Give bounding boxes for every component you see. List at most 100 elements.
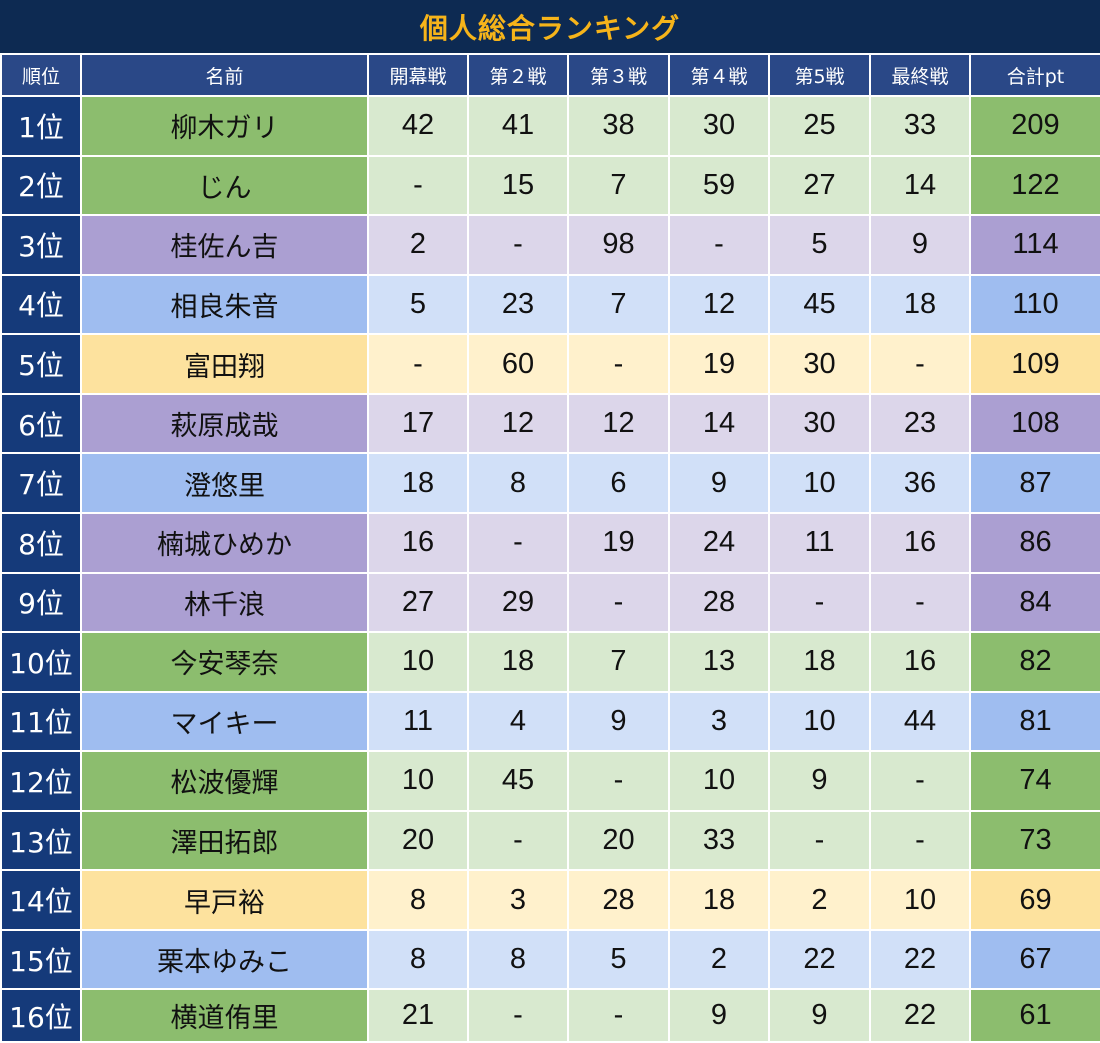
score-cell-round-3: 5 (567, 928, 670, 991)
table-row: 6位 萩原成哉 17 12 12 14 30 23 108 (0, 392, 1100, 455)
total-points-cell: 82 (969, 631, 1100, 693)
score-cell-round-2: 41 (467, 95, 569, 157)
score-cell-round-5: 30 (768, 392, 871, 455)
rank-cell: 11位 (0, 690, 82, 753)
table-row: 11位 マイキー 11 4 9 3 10 44 81 (0, 690, 1100, 753)
table-row: 3位 桂佐ん吉 2-98-5 9 114 (0, 214, 1100, 276)
score-cell-round-3: 7 (567, 631, 670, 693)
rank-cell: 8位 (0, 511, 82, 574)
score-cell-round-6: - (869, 571, 971, 634)
rank-cell: 5位 (0, 333, 82, 395)
score-cell-round-3: 6 (567, 452, 670, 514)
score-cell-round-2: 4 (467, 690, 569, 753)
score-cell-round-2: 8 (467, 452, 569, 514)
score-cell-round-1: 21 (367, 988, 469, 1043)
score-cell-round-2: 45 (467, 750, 569, 812)
player-name-cell: 澤田拓郎 (80, 809, 369, 872)
score-cell-round-3: 9 (567, 690, 670, 753)
rank-cell: 7位 (0, 452, 82, 514)
total-points-cell: 110 (969, 273, 1100, 336)
column-header-total: 合計pt (969, 53, 1100, 97)
column-header-final: 最終戦 (869, 53, 971, 97)
score-cell-round-3: 98 (567, 214, 670, 276)
score-cell-round-4: 59 (668, 154, 770, 217)
column-header-round-4: 第４戦 (668, 53, 770, 97)
score-cell-round-5: 11 (768, 511, 871, 574)
score-cell-round-3: 28 (567, 869, 670, 931)
score-cell-round-2: - (467, 988, 569, 1043)
score-cell-round-2: - (467, 809, 569, 872)
score-cell-round-3: 19 (567, 511, 670, 574)
ranking-table: 順位 名前 開幕戦 第２戦 第３戦 第４戦 第5戦 最終戦 合計pt 1位 柳木ガ… (0, 53, 1100, 1043)
total-points-cell: 73 (969, 809, 1100, 872)
player-name-cell: じん (80, 154, 369, 217)
page-title: 個人総合ランキング (0, 0, 1100, 53)
score-cell-round-5: - (768, 571, 871, 634)
table-row: 8位 楠城ひめか 16-19 24 11 16 86 (0, 511, 1100, 574)
score-cell-round-5: 2 (768, 869, 871, 931)
score-cell-round-6: 16 (869, 511, 971, 574)
rank-cell: 14位 (0, 869, 82, 931)
table-row: 14位 早戸裕 8 3 28 18 2 10 69 (0, 869, 1100, 931)
score-cell-round-5: 30 (768, 333, 871, 395)
score-cell-round-4: 9 (668, 988, 770, 1043)
score-cell-round-1: 8 (367, 869, 469, 931)
score-cell-round-3: - (567, 571, 670, 634)
score-cell-round-2: 60 (467, 333, 569, 395)
score-cell-round-3: 20 (567, 809, 670, 872)
table-row: 2位 じん -15 7 59 27 14 122 (0, 154, 1100, 217)
score-cell-round-1: - (367, 333, 469, 395)
score-cell-round-4: 30 (668, 95, 770, 157)
score-cell-round-4: - (668, 214, 770, 276)
table-row: 10位 今安琴奈 10 18 7 13 18 16 82 (0, 631, 1100, 693)
score-cell-round-5: 5 (768, 214, 871, 276)
column-header-name: 名前 (80, 53, 369, 97)
score-cell-round-6: 36 (869, 452, 971, 514)
player-name-cell: 萩原成哉 (80, 392, 369, 455)
table-row: 7位 澄悠里 18 8 6 9 10 36 87 (0, 452, 1100, 514)
score-cell-round-4: 24 (668, 511, 770, 574)
score-cell-round-5: 18 (768, 631, 871, 693)
score-cell-round-2: 8 (467, 928, 569, 991)
score-cell-round-1: 27 (367, 571, 469, 634)
score-cell-round-4: 33 (668, 809, 770, 872)
score-cell-round-6: 22 (869, 928, 971, 991)
table-row: 4位 相良朱音 5 23 7 12 45 18 110 (0, 273, 1100, 336)
score-cell-round-1: 16 (367, 511, 469, 574)
column-header-round-3: 第３戦 (567, 53, 670, 97)
rank-cell: 12位 (0, 750, 82, 812)
score-cell-round-5: 27 (768, 154, 871, 217)
score-cell-round-1: 42 (367, 95, 469, 157)
score-cell-round-2: 23 (467, 273, 569, 336)
score-cell-round-6: 16 (869, 631, 971, 693)
score-cell-round-4: 13 (668, 631, 770, 693)
score-cell-round-6: 10 (869, 869, 971, 931)
table-row: 9位 林千浪 27 29-28- -84 (0, 571, 1100, 634)
ranking-body: 1位 柳木ガリ 42 41 38 30 25 33 209 2位 じん -15 7 59 27 14 122 3位… (0, 95, 1100, 1043)
rank-cell: 15位 (0, 928, 82, 991)
table-header-row: 順位 名前 開幕戦 第２戦 第３戦 第４戦 第5戦 最終戦 合計pt (0, 53, 1100, 97)
player-name-cell: 相良朱音 (80, 273, 369, 336)
score-cell-round-3: 12 (567, 392, 670, 455)
score-cell-round-1: 11 (367, 690, 469, 753)
score-cell-round-6: - (869, 809, 971, 872)
score-cell-round-4: 2 (668, 928, 770, 991)
score-cell-round-2: 29 (467, 571, 569, 634)
total-points-cell: 81 (969, 690, 1100, 753)
score-cell-round-3: 7 (567, 154, 670, 217)
total-points-cell: 109 (969, 333, 1100, 395)
score-cell-round-4: 14 (668, 392, 770, 455)
total-points-cell: 209 (969, 95, 1100, 157)
total-points-cell: 87 (969, 452, 1100, 514)
total-points-cell: 67 (969, 928, 1100, 991)
rank-cell: 16位 (0, 988, 82, 1043)
player-name-cell: マイキー (80, 690, 369, 753)
score-cell-round-2: 12 (467, 392, 569, 455)
score-cell-round-3: - (567, 988, 670, 1043)
column-header-round-1: 開幕戦 (367, 53, 469, 97)
player-name-cell: 早戸裕 (80, 869, 369, 931)
score-cell-round-1: - (367, 154, 469, 217)
player-name-cell: 横道侑里 (80, 988, 369, 1043)
score-cell-round-6: 23 (869, 392, 971, 455)
